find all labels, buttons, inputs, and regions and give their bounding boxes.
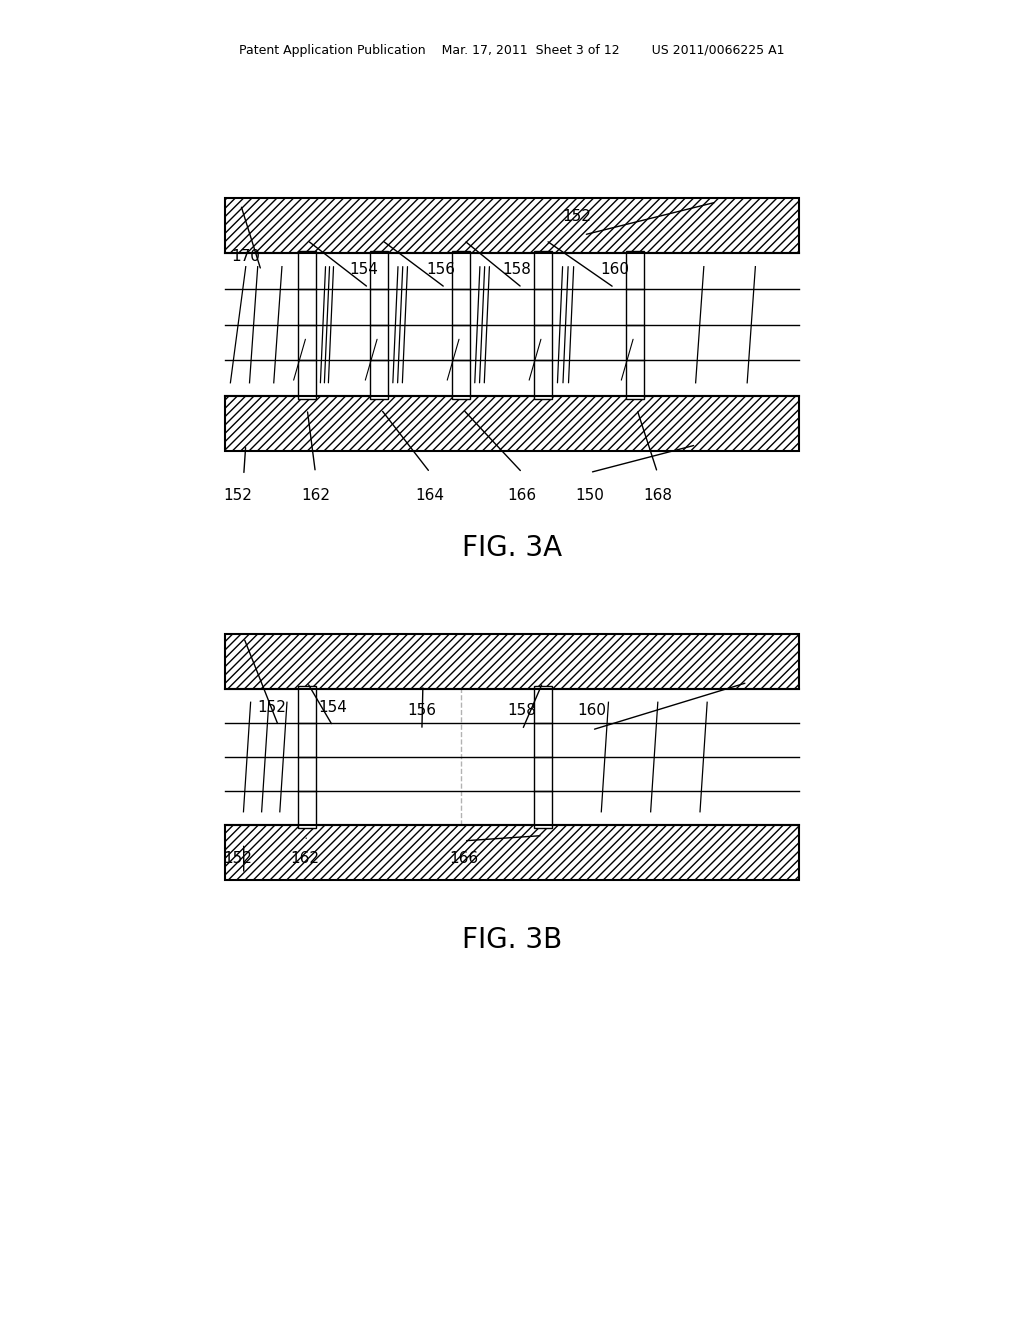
Bar — [225, 634, 799, 689]
Text: 162: 162 — [301, 488, 330, 503]
Text: FIG. 3B: FIG. 3B — [462, 925, 562, 954]
Bar — [534, 251, 552, 399]
Bar — [298, 686, 316, 828]
Bar — [298, 251, 316, 399]
Text: 166: 166 — [450, 851, 478, 866]
Text: 152: 152 — [223, 851, 252, 866]
Text: 158: 158 — [503, 263, 531, 277]
Text: 154: 154 — [318, 701, 347, 715]
Text: 168: 168 — [643, 488, 672, 503]
Text: 152: 152 — [562, 210, 591, 224]
Text: 170: 170 — [231, 249, 260, 264]
Bar — [626, 251, 644, 399]
Text: 166: 166 — [508, 488, 537, 503]
Text: FIG. 3A: FIG. 3A — [462, 533, 562, 562]
Bar — [225, 198, 799, 253]
Text: 158: 158 — [508, 704, 537, 718]
Text: Patent Application Publication    Mar. 17, 2011  Sheet 3 of 12        US 2011/00: Patent Application Publication Mar. 17, … — [240, 44, 784, 57]
Text: 160: 160 — [600, 263, 629, 277]
Text: 150: 150 — [575, 488, 604, 503]
Bar — [452, 251, 470, 399]
Text: 156: 156 — [408, 704, 436, 718]
Bar — [370, 251, 388, 399]
Text: 154: 154 — [349, 263, 378, 277]
Bar — [225, 825, 799, 880]
Bar — [534, 686, 552, 828]
Text: 152: 152 — [257, 701, 286, 715]
Text: 164: 164 — [416, 488, 444, 503]
Text: 162: 162 — [291, 851, 319, 866]
Text: 160: 160 — [578, 704, 606, 718]
Text: 152: 152 — [223, 488, 252, 503]
Text: 156: 156 — [426, 263, 455, 277]
Bar — [225, 396, 799, 451]
